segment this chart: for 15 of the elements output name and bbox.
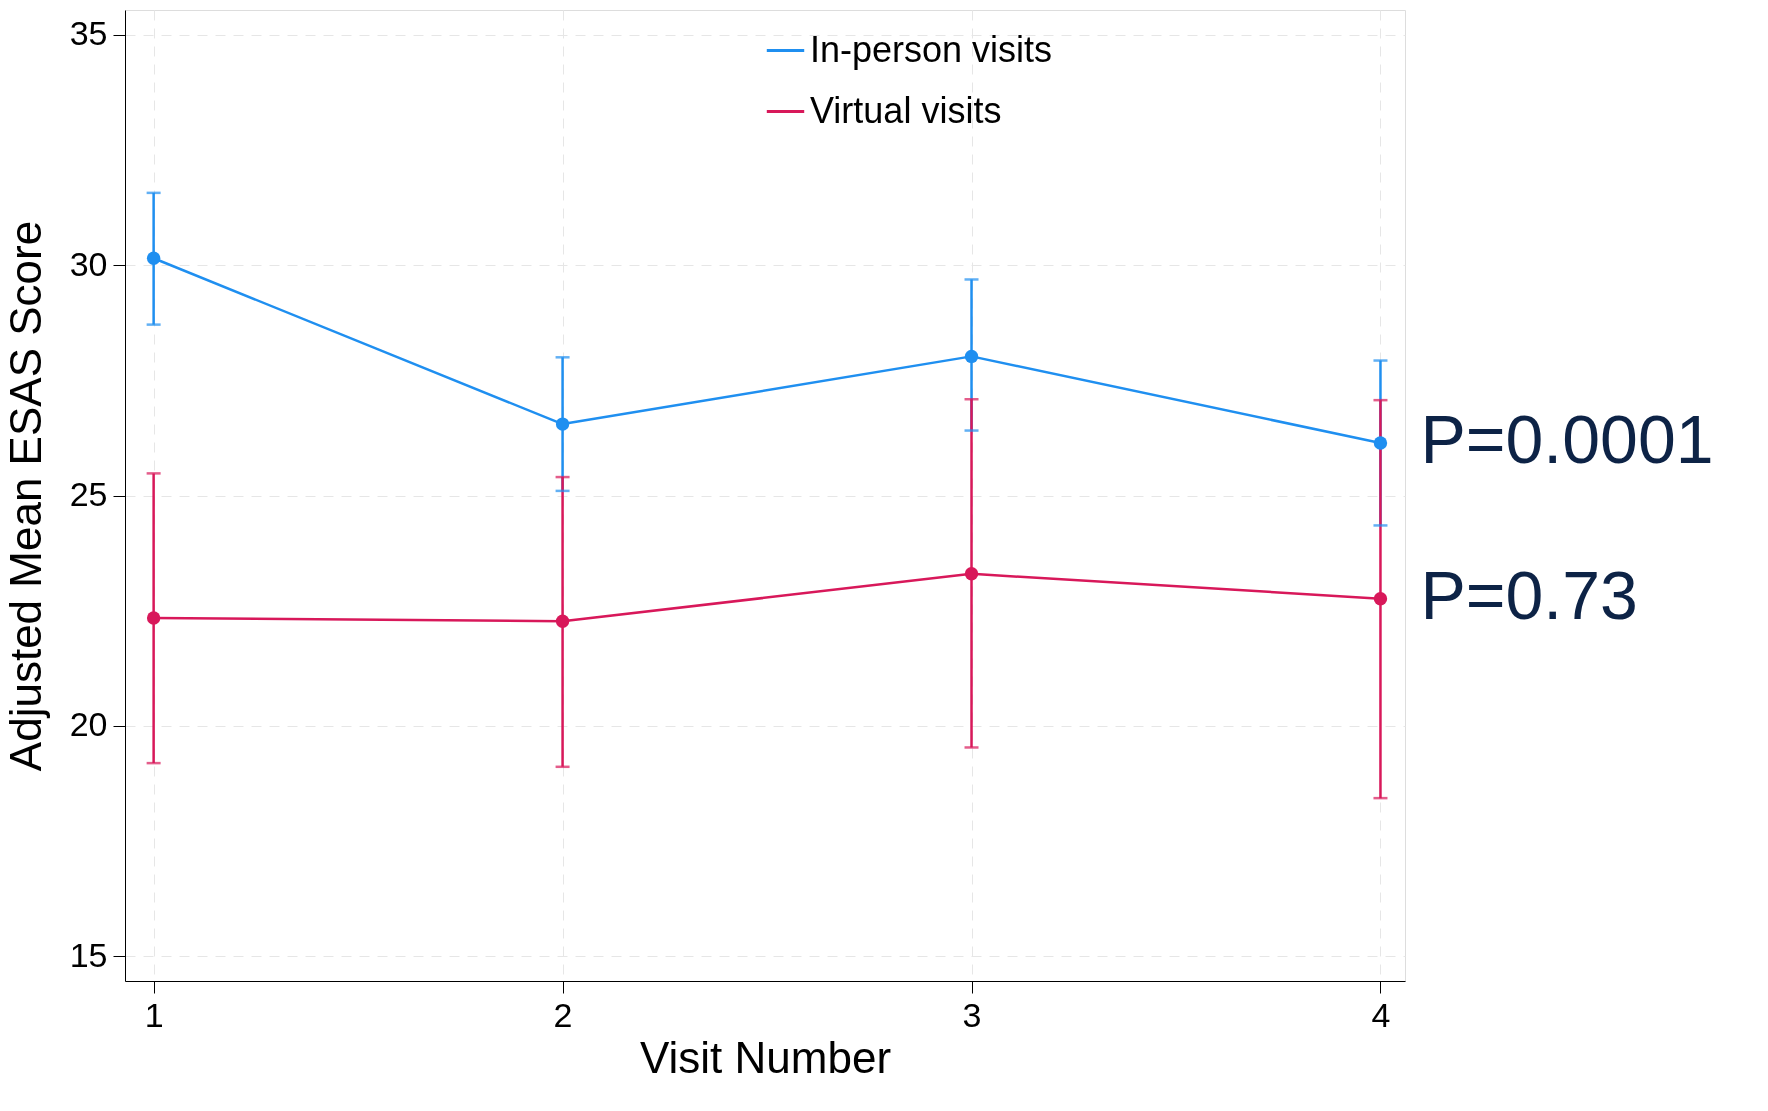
legend-label: In-person visits <box>810 28 1053 70</box>
y-tick-label: 25 <box>69 475 108 513</box>
x-tick-label: 4 <box>1371 995 1391 1034</box>
x-tick-label: 3 <box>962 995 982 1034</box>
x-axis-title: Visit Number <box>639 1032 892 1082</box>
x-tick-label: 2 <box>553 995 573 1034</box>
legend-label: Virtual visits <box>810 89 1002 131</box>
x-tick-label: 1 <box>144 995 164 1034</box>
annotation: P=0.0001 <box>1420 400 1714 477</box>
y-tick-label: 20 <box>69 705 108 744</box>
y-tick-label: 35 <box>69 14 108 53</box>
y-tick-label: 30 <box>69 244 108 283</box>
y-axis-title: Adjusted Mean ESAS Score <box>0 220 50 772</box>
y-tick-label: 15 <box>69 935 108 974</box>
annotation: P=0.73 <box>1420 556 1638 633</box>
